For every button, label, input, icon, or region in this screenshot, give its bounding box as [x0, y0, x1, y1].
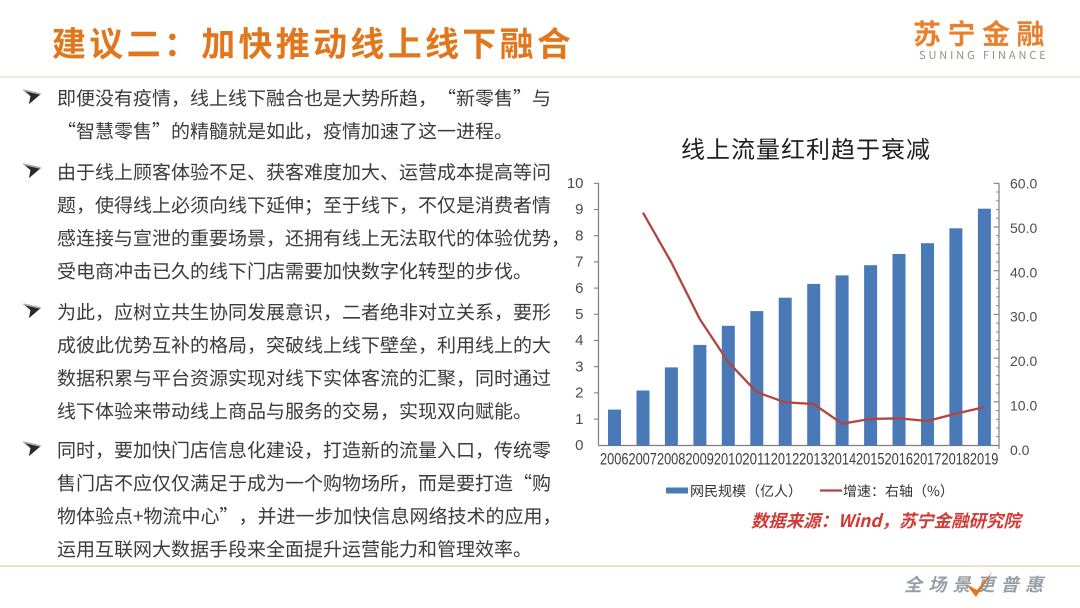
svg-text:20.0: 20.0	[1010, 353, 1037, 369]
svg-text:0: 0	[575, 437, 583, 454]
svg-text:7: 7	[575, 254, 583, 271]
svg-text:2013: 2013	[799, 450, 828, 469]
svg-text:60.0: 60.0	[1010, 176, 1037, 192]
svg-text:2010: 2010	[714, 450, 743, 469]
svg-text:30.0: 30.0	[1010, 309, 1037, 325]
svg-text:2011: 2011	[742, 450, 771, 469]
svg-text:10: 10	[567, 175, 584, 192]
svg-text:2008: 2008	[657, 450, 686, 469]
svg-text:5: 5	[575, 306, 583, 323]
svg-text:增速：右轴（%）: 增速：右轴（%）	[843, 481, 954, 501]
svg-text:4: 4	[575, 332, 583, 349]
svg-text:2015: 2015	[856, 450, 885, 469]
svg-text:6: 6	[575, 280, 583, 297]
svg-text:2018: 2018	[941, 450, 970, 469]
svg-text:3: 3	[575, 358, 583, 375]
svg-text:2006: 2006	[600, 450, 629, 469]
svg-text:2012: 2012	[771, 450, 800, 469]
svg-text:40.0: 40.0	[1010, 264, 1037, 280]
svg-text:网民规模（亿人）: 网民规模（亿人）	[690, 481, 802, 501]
svg-text:2014: 2014	[828, 450, 857, 469]
svg-text:2007: 2007	[628, 450, 657, 469]
svg-text:10.0: 10.0	[1010, 398, 1037, 414]
svg-text:2009: 2009	[685, 450, 714, 469]
svg-text:50.0: 50.0	[1010, 220, 1037, 236]
svg-text:2016: 2016	[885, 450, 914, 469]
svg-text:2: 2	[575, 385, 583, 402]
svg-text:2019: 2019	[970, 450, 999, 469]
svg-text:9: 9	[575, 201, 583, 218]
svg-text:0.0: 0.0	[1010, 442, 1030, 458]
svg-text:8: 8	[575, 227, 583, 244]
svg-text:1: 1	[575, 411, 583, 428]
svg-text:2017: 2017	[913, 450, 942, 469]
